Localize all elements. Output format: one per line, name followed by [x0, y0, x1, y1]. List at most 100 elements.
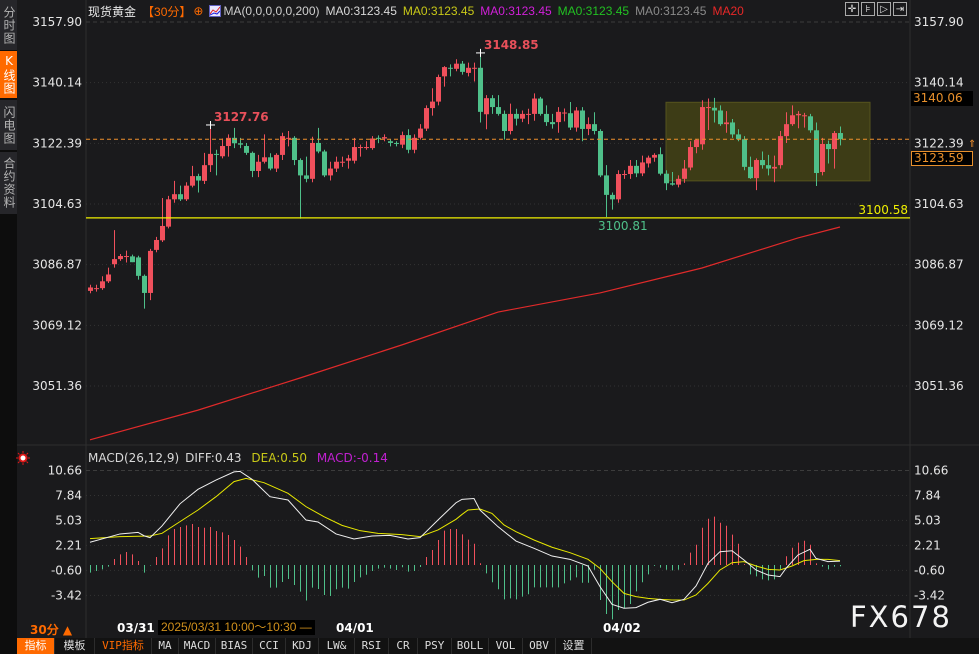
- candle: [310, 136, 315, 183]
- indicator-ma[interactable]: MA: [152, 638, 179, 654]
- indicator-vol[interactable]: VOL: [489, 638, 523, 654]
- price-axis-label-left: 3122.39: [32, 136, 82, 150]
- extreme-price-label: 3148.85: [484, 38, 539, 52]
- candle-body: [286, 137, 291, 139]
- indicator-rsi[interactable]: RSI: [355, 638, 389, 654]
- zoom-range-icon[interactable]: ⊧: [861, 2, 875, 16]
- candle-body: [328, 168, 333, 176]
- candle: [502, 110, 507, 140]
- candle-body: [418, 128, 423, 138]
- candle-body: [616, 174, 621, 200]
- candle-body: [400, 135, 405, 145]
- candle-body: [646, 157, 651, 164]
- candle-body: [202, 165, 207, 181]
- ma-chart-icon[interactable]: [209, 5, 222, 17]
- candle-body: [214, 153, 219, 155]
- grid-layer: 3157.90 3157.90 3140.14 3140.14 3122.39 3122.…: [17, 0, 979, 638]
- tab-flash-chart[interactable]: 闪电图: [0, 100, 17, 150]
- candle: [796, 111, 801, 129]
- vip-indicator-tab[interactable]: VIP指标: [95, 638, 152, 654]
- macd-header: MACD(26,12,9) DIFF:0.43 DEA:0.50 MACD:-0.…: [88, 451, 394, 465]
- candle-body: [304, 175, 309, 179]
- candle: [766, 154, 771, 176]
- price-axis-label-right: 3157.90: [914, 15, 964, 29]
- candle-body: [394, 142, 399, 144]
- candle: [196, 173, 201, 193]
- price-axis-label-left: 3051.36: [32, 379, 82, 393]
- tab-time-sharing[interactable]: 分时图: [0, 0, 17, 50]
- candle-body: [352, 147, 357, 161]
- macd-axis-label-right: 5.03: [914, 513, 941, 527]
- indicator-cr[interactable]: CR: [389, 638, 418, 654]
- indicator-boll[interactable]: BOLL: [452, 638, 489, 654]
- candle: [454, 59, 459, 72]
- candle-body: [172, 194, 177, 200]
- candle: [340, 156, 345, 167]
- candle: [724, 111, 729, 133]
- indicator-obv[interactable]: OBV: [523, 638, 556, 654]
- double-up-arrow-icon[interactable]: ⇑: [968, 139, 977, 150]
- tab-kline[interactable]: K线图: [0, 51, 17, 98]
- period-label[interactable]: 【30分】: [142, 4, 192, 19]
- crosshair-icon[interactable]: ✛: [845, 2, 859, 16]
- indicator-tab[interactable]: 指标: [17, 638, 55, 654]
- candle-body: [448, 67, 453, 69]
- indicator-lw[interactable]: LW&: [319, 638, 355, 654]
- candle: [256, 154, 261, 178]
- exit-icon[interactable]: ⇥: [893, 2, 907, 16]
- candle-body: [676, 178, 681, 185]
- indicator-bias[interactable]: BIAS: [216, 638, 253, 654]
- macd-axis-label-left: -3.42: [51, 588, 82, 602]
- settings-tab[interactable]: 设置: [556, 638, 592, 654]
- macd-value: MACD:-0.14: [316, 451, 388, 465]
- macd-axis-label-left: 5.03: [55, 513, 82, 527]
- macd-axis-label-right: 7.84: [914, 488, 941, 502]
- macd-axis-label-left: 10.66: [48, 463, 82, 477]
- candle-body: [484, 98, 489, 115]
- candle-body: [652, 154, 657, 158]
- candle-body: [232, 137, 237, 144]
- candle-body: [196, 176, 201, 181]
- candle: [682, 160, 687, 183]
- candle: [94, 284, 99, 292]
- candle-body: [88, 287, 93, 291]
- period-selector[interactable]: 30分 ▲: [30, 623, 73, 637]
- macd-settings-icon[interactable]: [16, 450, 30, 465]
- candle-body: [538, 98, 543, 114]
- candle-body: [664, 173, 669, 184]
- candle: [592, 112, 597, 135]
- candle-body: [190, 176, 195, 186]
- macd-axis-label-right: 10.66: [914, 463, 948, 477]
- candle: [598, 129, 603, 178]
- candle-body: [364, 147, 369, 149]
- candle: [694, 139, 699, 154]
- price-tag-current: 3123.59: [911, 151, 973, 166]
- indicator-cci[interactable]: CCI: [253, 638, 286, 654]
- candle-body: [436, 77, 441, 102]
- price-axis-label-right: 3051.36: [914, 379, 964, 393]
- candle-body: [118, 256, 123, 260]
- candle: [298, 158, 303, 219]
- candle-body: [262, 157, 267, 162]
- candle: [562, 108, 567, 122]
- candle: [352, 137, 357, 164]
- indicator-psy[interactable]: PSY: [418, 638, 452, 654]
- crosshair-circle-icon[interactable]: ⊕: [193, 4, 204, 18]
- candle: [718, 105, 723, 126]
- candle-body: [136, 257, 141, 276]
- candle-body: [274, 154, 279, 169]
- candle: [286, 130, 291, 147]
- candle: [814, 122, 819, 186]
- candle-body: [496, 107, 501, 114]
- template-tab[interactable]: 模板: [55, 638, 95, 654]
- indicator-macd[interactable]: MACD: [179, 638, 216, 654]
- candle: [604, 165, 609, 218]
- ma-params: MA(0,0,0,0,0,200): [223, 4, 320, 18]
- play-range-icon[interactable]: ▷: [877, 2, 891, 16]
- candle: [376, 135, 381, 143]
- candle: [760, 151, 765, 169]
- tab-contract-info[interactable]: 合约资料: [0, 152, 17, 214]
- candle: [550, 113, 555, 129]
- indicator-kdj[interactable]: KDJ: [286, 638, 319, 654]
